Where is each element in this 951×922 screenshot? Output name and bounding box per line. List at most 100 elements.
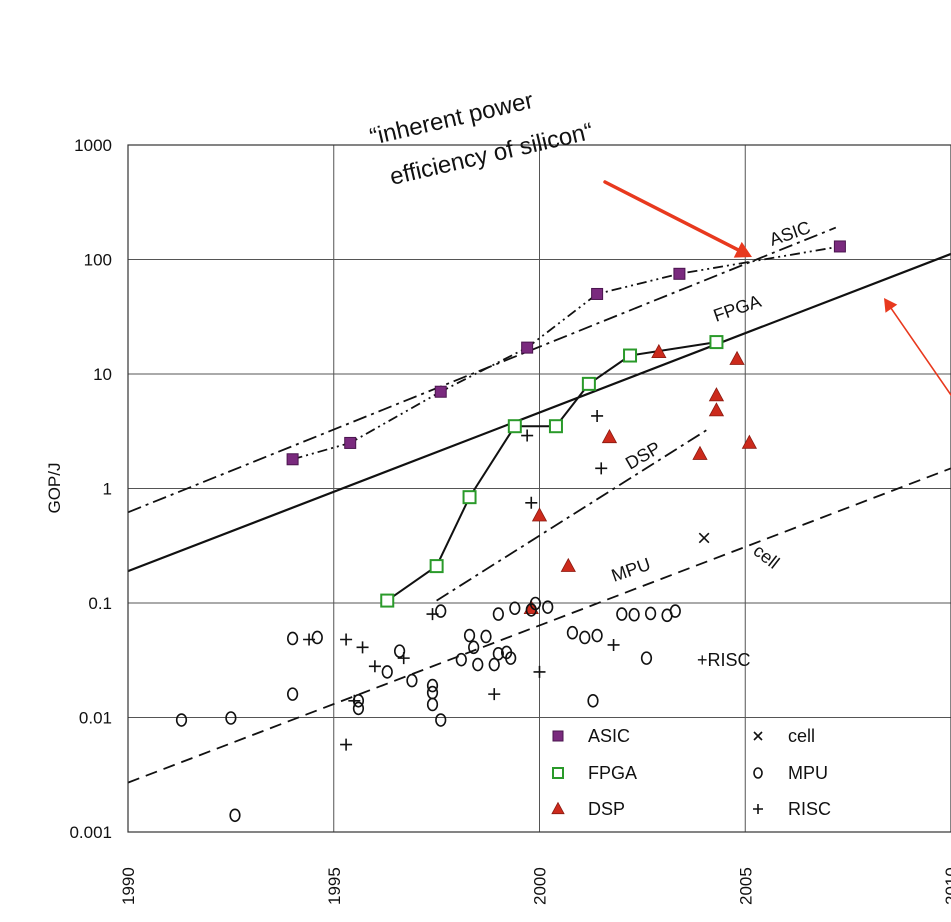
asic-point <box>286 453 299 466</box>
mpu-point <box>492 647 504 661</box>
annotation-arrow-side <box>884 298 951 396</box>
mpu-point <box>468 640 480 655</box>
axes: 0.001 0.01 0.1 1 10 100 1000 1990 1995 2000 2005 20… <box>45 136 951 905</box>
mpu-point <box>311 630 323 645</box>
dsp-point <box>708 387 725 402</box>
dsp-point <box>708 402 725 417</box>
fpga-line-label: FPGA <box>711 291 764 326</box>
mpu-point <box>616 607 628 621</box>
risc-point <box>488 688 501 701</box>
y-tick-label: 1 <box>103 480 112 499</box>
x-tick-label: 2000 <box>531 867 550 905</box>
asic-point <box>591 287 604 300</box>
fpga-point <box>709 335 724 350</box>
asic-point <box>673 267 686 280</box>
plot-frame <box>127 144 951 833</box>
legend-item-asic: ASIC <box>552 726 630 746</box>
asic-point <box>434 385 447 398</box>
mpu-point <box>287 631 299 646</box>
asic-point <box>344 436 357 449</box>
dsp-point <box>692 445 708 460</box>
risc-point <box>356 641 369 654</box>
y-tick-label: 100 <box>84 251 112 270</box>
dsp-line-label: DSP <box>622 438 664 474</box>
risc-point <box>525 496 538 509</box>
legend-label: FPGA <box>588 763 637 783</box>
legend-label: MPU <box>788 763 828 783</box>
dsp-point <box>601 429 618 444</box>
risc-point <box>426 608 439 621</box>
asic-point <box>521 341 534 354</box>
mpu-point <box>669 604 681 618</box>
legend: ASIC cell FPGA MPU DSP RISC <box>551 726 831 819</box>
silicon-efficiency-line <box>127 252 951 573</box>
mpu-point <box>645 606 657 621</box>
legend-label: RISC <box>788 799 831 819</box>
fpga-point <box>380 593 395 608</box>
y-tick-label: 0.01 <box>79 709 112 728</box>
mpu-point <box>505 651 517 665</box>
mpu-trend-line <box>127 467 951 784</box>
legend-label: DSP <box>588 799 625 819</box>
mpu-point <box>542 600 554 614</box>
risc-point <box>397 652 410 665</box>
legend-item-dsp: DSP <box>551 799 625 819</box>
mpu-point <box>640 651 653 665</box>
risc-point <box>591 409 604 422</box>
mpu-point <box>426 685 439 700</box>
dsp-point <box>560 557 576 572</box>
x-tick-label: 1995 <box>325 867 344 905</box>
mpu-line-label: MPU <box>609 554 653 586</box>
risc-point <box>340 738 353 751</box>
mpu-point <box>492 607 504 621</box>
mpu-point <box>435 713 447 727</box>
y-tick-label: 0.001 <box>69 823 112 842</box>
risc-point <box>521 429 534 442</box>
mpu-point <box>488 657 500 672</box>
grid <box>127 144 951 833</box>
mpu-point <box>381 665 393 679</box>
dsp-point <box>741 434 757 449</box>
risc-point <box>348 694 361 707</box>
mpu-point <box>509 601 521 616</box>
y-tick-label: 0.1 <box>88 594 112 613</box>
legend-marker-mpu <box>753 767 763 779</box>
legend-marker-cell <box>753 731 763 741</box>
legend-marker-dsp <box>551 801 565 815</box>
asic-line-label: ASIC <box>767 217 813 250</box>
mpu-point <box>287 687 299 701</box>
mpu-point <box>426 697 439 712</box>
x-tick-label: 1990 <box>119 867 138 905</box>
mpu-point <box>225 711 237 725</box>
fpga-point <box>548 419 563 434</box>
mpu-point <box>566 625 579 640</box>
risc-point <box>533 665 546 678</box>
fpga-point <box>462 490 477 505</box>
mpu-point <box>529 596 541 611</box>
annotation-arrow-main <box>603 180 752 258</box>
asic-point <box>833 240 846 253</box>
legend-label: ASIC <box>588 726 630 746</box>
mpu-point <box>406 673 418 688</box>
mpu-point <box>455 652 467 667</box>
risc-point <box>303 633 316 646</box>
fpga-point <box>507 419 522 434</box>
asic-connector <box>292 245 841 461</box>
mpu-point <box>426 678 439 693</box>
y-tick-label: 10 <box>93 365 112 384</box>
fpga-point <box>429 559 444 574</box>
line-labels: ASIC FPGA DSP MPU cell +RISC <box>609 217 813 670</box>
dsp-point <box>531 507 548 522</box>
legend-item-risc: RISC <box>753 799 831 819</box>
y-tick-label: 1000 <box>74 136 112 155</box>
dsp-point <box>729 350 745 365</box>
fpga-trend-line <box>436 428 709 602</box>
cell-line-label: cell <box>750 540 784 572</box>
risc-point <box>368 660 381 673</box>
mpu-point <box>393 644 406 658</box>
legend-marker-asic <box>552 730 564 742</box>
risc-point <box>607 638 620 651</box>
x-tick-label: 2010 <box>942 867 951 905</box>
dsp-point <box>651 343 667 359</box>
